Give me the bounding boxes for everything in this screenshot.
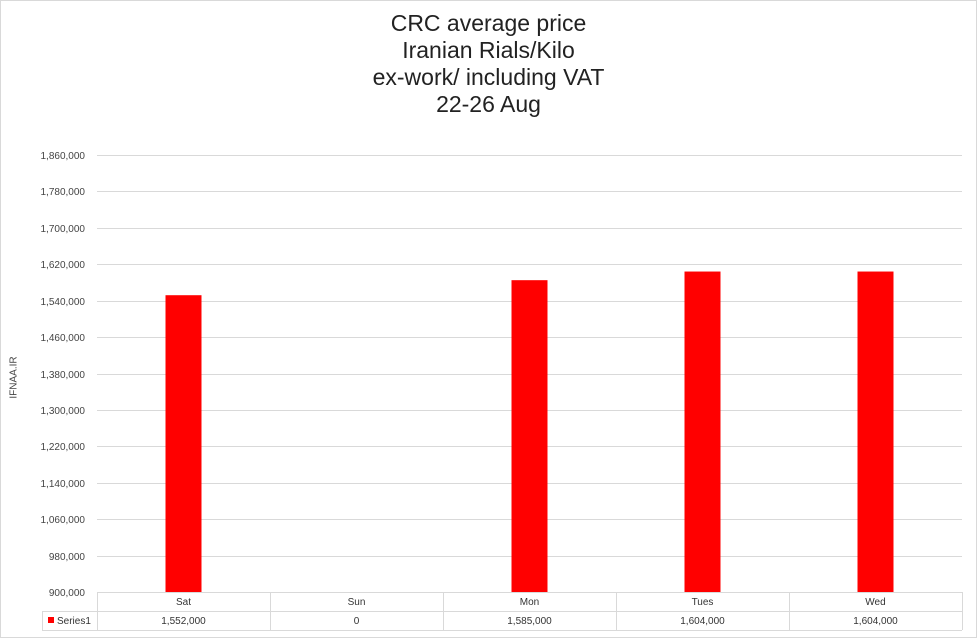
legend-key [48, 617, 54, 623]
y-tick-label: 900,000 [49, 588, 86, 599]
data-table-value: 1,604,000 [853, 616, 898, 627]
x-tick-label: Tues [692, 597, 714, 608]
bar [857, 271, 894, 592]
chart-title-line-3: ex-work/ including VAT [372, 64, 605, 90]
y-tick-label: 1,460,000 [41, 333, 86, 344]
data-table-value: 1,552,000 [161, 616, 206, 627]
y-tick-label: 1,620,000 [41, 260, 86, 271]
chart-title: CRC average price Iranian Rials/Kilo ex-… [0, 10, 977, 118]
y-tick-label: 1,140,000 [41, 479, 86, 490]
x-tick-label: Sat [176, 597, 191, 608]
y-tick-label: 1,860,000 [41, 151, 86, 162]
y-tick-label: 1,380,000 [41, 370, 86, 381]
y-tick-label: 1,300,000 [41, 406, 86, 417]
chart-title-line-1: CRC average price [390, 10, 587, 36]
x-tick-label: Mon [520, 597, 539, 608]
y-tick-label: 1,060,000 [41, 515, 86, 526]
bar [511, 280, 548, 592]
bar [165, 295, 202, 592]
data-table-value: 1,585,000 [507, 616, 552, 627]
data-table-value: 1,604,000 [680, 616, 725, 627]
legend-label: Series1 [57, 616, 91, 627]
x-tick-label: Wed [865, 597, 885, 608]
data-table-value: 0 [354, 616, 360, 627]
y-tick-label: 1,540,000 [41, 297, 86, 308]
y-tick-label: 980,000 [49, 552, 86, 563]
y-tick-label: 1,220,000 [41, 442, 86, 453]
chart-title-line-2: Iranian Rials/Kilo [402, 37, 575, 63]
chart-title-line-4: 22-26 Aug [436, 91, 541, 117]
bar [684, 271, 721, 592]
y-tick-label: 1,780,000 [41, 187, 86, 198]
x-tick-label: Sun [348, 597, 366, 608]
y-tick-label: 1,700,000 [41, 224, 86, 235]
